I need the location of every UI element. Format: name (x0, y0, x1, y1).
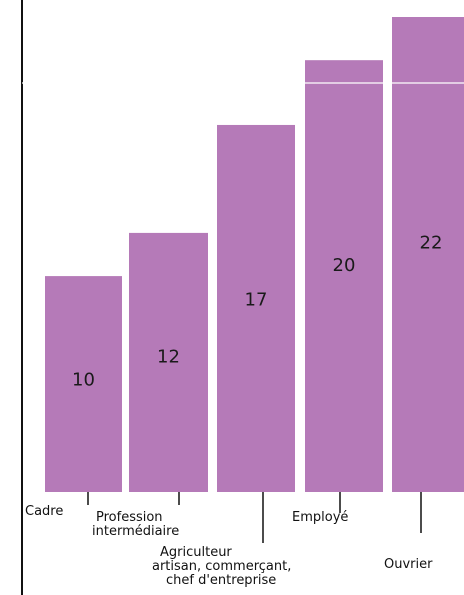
data-label-1: 12 (157, 347, 180, 368)
bar-4 (392, 17, 464, 492)
bar-2 (217, 124, 295, 493)
category-label-2: Agriculteur artisan, commerçant, chef d'en… (152, 545, 291, 588)
bar-1 (129, 232, 208, 492)
data-label-3: 20 (333, 255, 356, 276)
data-label-2: 17 (245, 289, 268, 310)
bar-0 (45, 276, 122, 492)
bar-3 (305, 60, 383, 492)
category-label-3: Employé (292, 510, 348, 525)
category-label-0: Cadre (25, 504, 63, 519)
data-label-0: 10 (72, 370, 95, 391)
data-label-4: 22 (420, 232, 443, 253)
category-label-1: Profession intermédiaire (92, 510, 179, 539)
category-label-4: Ouvrier (384, 557, 433, 572)
